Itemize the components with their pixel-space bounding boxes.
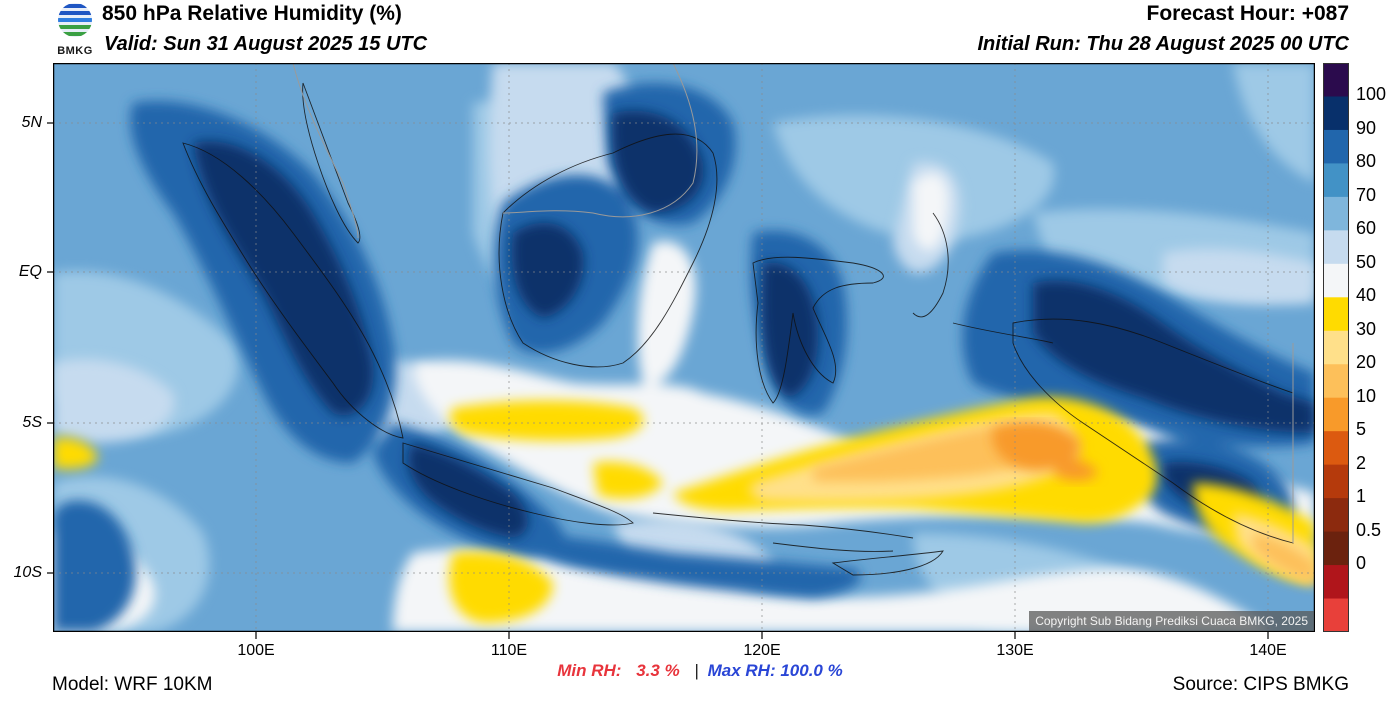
lon-label-120e: 120E (743, 642, 781, 659)
legend-swatch (1323, 397, 1349, 432)
copyright-notice: Copyright Sub Bidang Prediksi Cuaca BMKG… (1029, 611, 1314, 631)
grid-lines (53, 63, 1315, 632)
legend-label: 100 (1356, 84, 1387, 105)
rh-stats: Min RH: 3.3 % | Max RH: 100.0 % (0, 661, 1400, 681)
max-rh-label: Max RH: 100.0 % (707, 661, 843, 680)
legend-label: 20 (1356, 352, 1377, 373)
initial-run: Initial Run: Thu 28 August 2025 00 UTC (977, 33, 1349, 55)
lon-label-130e: 130E (996, 642, 1034, 659)
coastlines (182, 82, 1294, 576)
legend-label: 40 (1356, 285, 1377, 306)
data-source: Source: CIPS BMKG (1172, 674, 1349, 695)
legend-label: 80 (1356, 151, 1377, 172)
legend-label: 30 (1356, 318, 1377, 339)
legend-swatch (1323, 431, 1349, 466)
legend-swatch (1323, 598, 1349, 632)
legend-label: 0 (1356, 553, 1367, 574)
lat-label-5n: 5N (21, 114, 42, 131)
legend-label: 0.5 (1356, 519, 1382, 540)
legend-swatch (1323, 129, 1349, 164)
lon-label-140e: 140E (1249, 642, 1287, 659)
logo-text: BMKG (57, 45, 93, 57)
forecast-hour: Forecast Hour: +087 (1146, 2, 1350, 25)
legend-swatch (1323, 163, 1349, 198)
lon-ticks (255, 632, 1269, 639)
legend-label: 90 (1356, 117, 1377, 138)
legend-swatch (1323, 63, 1349, 97)
country-borders (292, 63, 1294, 543)
legend-label: 2 (1356, 452, 1367, 473)
valid-time: Valid: Sun 31 August 2025 15 UTC (104, 33, 428, 55)
bmkg-logo (58, 3, 92, 37)
min-rh-value: 3.3 % (636, 661, 680, 680)
color-legend (1323, 63, 1349, 632)
legend-swatch (1323, 96, 1349, 131)
lon-label-110e: 110E (490, 642, 528, 659)
legend-swatch (1323, 297, 1349, 332)
legend-swatch (1323, 330, 1349, 365)
lat-ticks (47, 122, 54, 574)
legend-label: 10 (1356, 385, 1377, 406)
legend-label: 50 (1356, 251, 1377, 272)
model-name: Model: WRF 10KM (52, 674, 213, 695)
legend-swatch (1323, 263, 1349, 298)
legend-swatch (1323, 531, 1349, 566)
legend-swatch (1323, 196, 1349, 231)
stats-separator: | (694, 661, 699, 680)
legend-swatch (1323, 464, 1349, 499)
legend-label: 1 (1356, 486, 1367, 507)
legend-swatch (1323, 498, 1349, 533)
lat-label-5s: 5S (22, 414, 42, 431)
chart-title: 850 hPa Relative Humidity (%) (102, 2, 402, 25)
lon-label-100e: 100E (237, 642, 275, 659)
map-frame (53, 63, 1315, 632)
legend-label: 70 (1356, 184, 1377, 205)
legend-swatch (1323, 364, 1349, 399)
humidity-map (53, 63, 1315, 632)
legend-swatch (1323, 565, 1349, 600)
legend-label: 60 (1356, 218, 1377, 239)
lat-label-10s: 10S (13, 564, 42, 581)
legend-swatch (1323, 230, 1349, 265)
min-rh-label: Min RH: (557, 661, 622, 680)
lat-label-eq: EQ (18, 263, 42, 280)
legend-label: 5 (1356, 419, 1367, 440)
legend-frame (1323, 63, 1349, 632)
